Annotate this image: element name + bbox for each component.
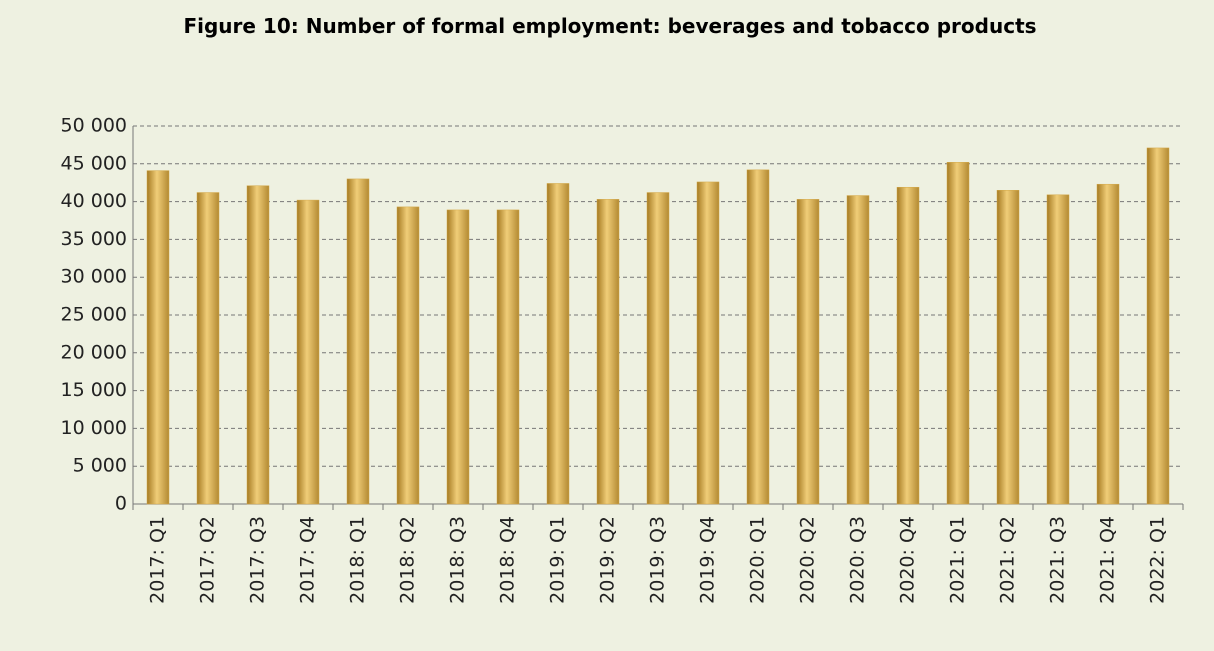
x-tick-label: 2017: Q4 (297, 516, 319, 604)
y-tick-label: 15 000 (61, 379, 127, 401)
x-tick-label: 2018: Q4 (497, 516, 519, 604)
x-tick-label: 2022: Q1 (1147, 516, 1169, 604)
y-tick-label: 30 000 (61, 266, 127, 288)
bar (696, 181, 720, 505)
y-tick-label: 10 000 (61, 417, 127, 439)
x-tick-label: 2020: Q2 (797, 516, 819, 604)
bar (446, 209, 470, 505)
y-tick-label: 25 000 (61, 304, 127, 326)
bar (996, 190, 1020, 505)
x-tick-label: 2017: Q1 (147, 516, 169, 604)
y-tick-label: 0 (115, 493, 127, 515)
x-tick-label: 2017: Q3 (247, 516, 269, 604)
y-tick-label: 5 000 (73, 455, 127, 477)
x-tick-label: 2019: Q1 (547, 516, 569, 604)
bar (546, 183, 570, 505)
y-tick-label: 20 000 (61, 341, 127, 363)
x-tick-label: 2021: Q1 (947, 516, 969, 604)
chart-title: Figure 10: Number of formal employment: … (183, 14, 1037, 38)
x-tick-label: 2019: Q4 (697, 516, 719, 604)
x-tick-label: 2021: Q4 (1097, 516, 1119, 604)
y-tick-label: 45 000 (61, 152, 127, 174)
bar (346, 178, 370, 505)
bar (296, 199, 320, 505)
x-tick-label: 2020: Q3 (847, 516, 869, 604)
y-tick-label: 40 000 (61, 190, 127, 212)
bar (596, 199, 620, 505)
bar (1046, 194, 1070, 505)
bar (896, 186, 920, 505)
bar (746, 169, 770, 505)
bar (196, 192, 220, 505)
bar (396, 206, 420, 505)
bar (646, 192, 670, 505)
x-tick-label: 2021: Q3 (1047, 516, 1069, 604)
x-tick-label: 2020: Q4 (897, 516, 919, 604)
bar (1146, 147, 1170, 505)
x-tick-label: 2018: Q1 (347, 516, 369, 604)
bar (796, 199, 820, 505)
y-tick-label: 50 000 (61, 115, 127, 137)
x-tick-label: 2019: Q2 (597, 516, 619, 604)
x-tick-label: 2020: Q1 (747, 516, 769, 604)
bar (946, 162, 970, 505)
x-tick-label: 2021: Q2 (997, 516, 1019, 604)
bar (496, 209, 520, 505)
x-tick-label: 2019: Q3 (647, 516, 669, 604)
x-tick-label: 2018: Q3 (447, 516, 469, 604)
bar (146, 170, 170, 505)
x-tick-label: 2018: Q2 (397, 516, 419, 604)
x-tick-label: 2017: Q2 (197, 516, 219, 604)
bar (846, 195, 870, 505)
y-tick-label: 35 000 (61, 228, 127, 250)
bar (1096, 183, 1120, 505)
bar (246, 185, 270, 505)
